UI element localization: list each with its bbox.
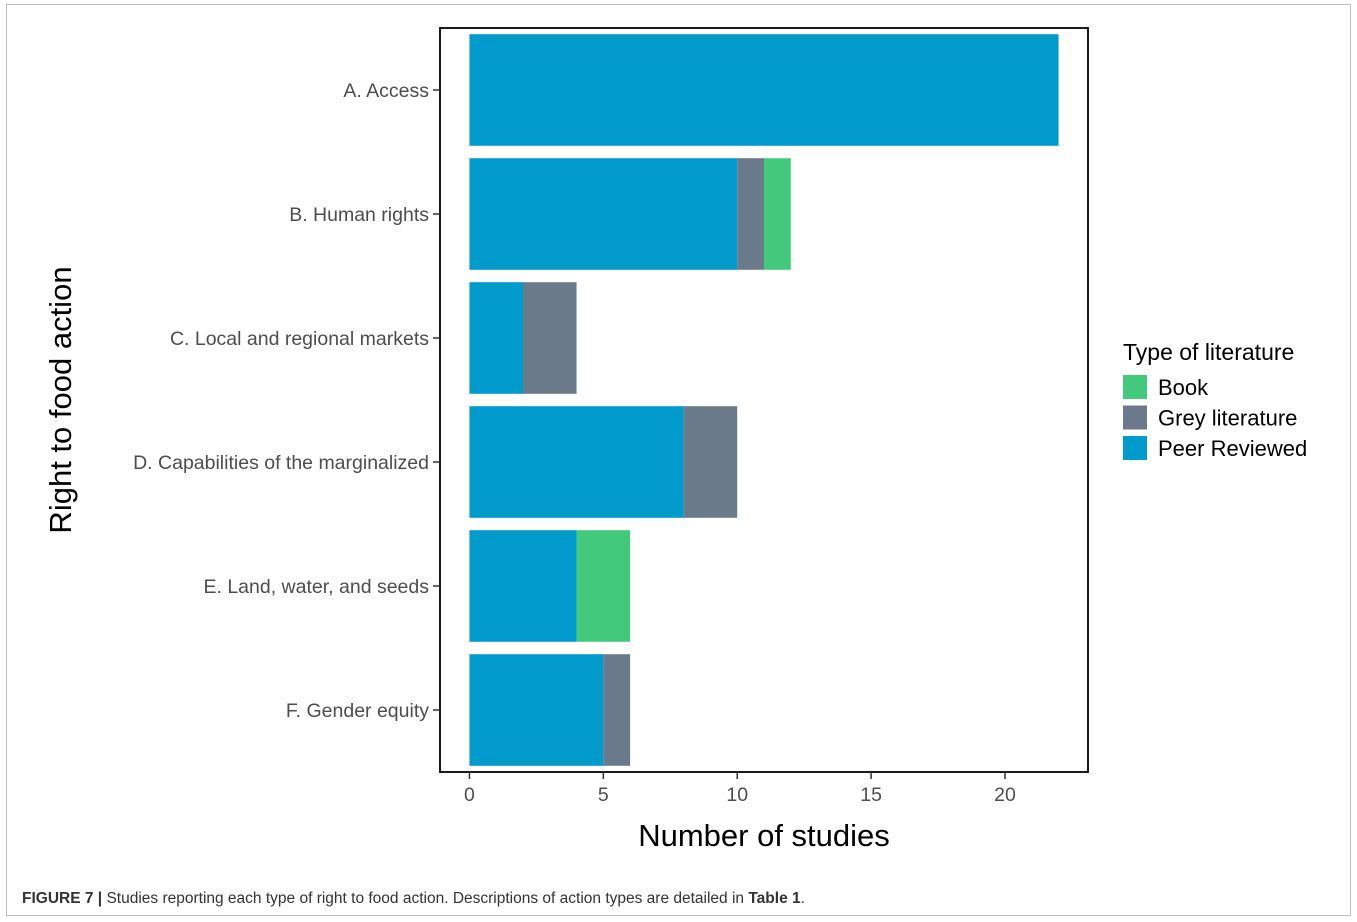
y-tick-label: E. Land, water, and seeds	[204, 576, 430, 598]
legend-label: Peer Reviewed	[1158, 436, 1307, 461]
x-tick-label: 15	[860, 784, 882, 806]
legend-label: Grey literature	[1158, 406, 1297, 431]
bar-segment	[469, 158, 738, 270]
legend-label: Book	[1158, 375, 1209, 400]
bar-segment	[737, 158, 764, 270]
caption-table-ref: Table 1	[748, 890, 801, 907]
figure-frame	[6, 4, 1351, 916]
y-axis: A. Access B. Human rights C. Local and reg…	[133, 80, 440, 722]
bar-segment	[523, 282, 577, 394]
x-tick-label: 20	[994, 784, 1016, 806]
x-tick-label: 0	[464, 784, 475, 806]
plot-border	[439, 27, 1089, 773]
y-tick-label: D. Capabilities of the marginalized	[133, 452, 429, 474]
bar-segment	[469, 530, 577, 642]
caption-end: .	[800, 890, 805, 907]
x-tick-label: 10	[726, 784, 748, 806]
caption-text: Studies reporting each type of right to …	[102, 890, 749, 907]
y-tick-label: F. Gender equity	[286, 700, 429, 722]
bar-segment	[469, 406, 684, 518]
caption-label: FIGURE 7 |	[22, 890, 103, 907]
legend-swatch	[1123, 405, 1147, 430]
x-axis: 0 5 10 15 20	[464, 772, 1016, 806]
bar-segment	[683, 406, 738, 518]
legend: Type of literature Book Grey literature Pe…	[1123, 339, 1307, 461]
x-tick-label: 5	[598, 784, 609, 806]
legend-swatch	[1123, 375, 1147, 399]
bar-segment	[469, 34, 1059, 146]
bar-segment	[764, 158, 791, 270]
legend-swatch	[1123, 436, 1147, 460]
bar-segment	[576, 530, 631, 642]
y-tick-label: A. Access	[343, 80, 429, 102]
stacked-bar-chart: 0 5 10 15 20 A. Access B. Human rights C. Loca…	[43, 27, 1307, 853]
bar-segment	[469, 282, 524, 394]
legend-title: Type of literature	[1123, 339, 1294, 365]
x-axis-title: Number of studies	[638, 818, 890, 853]
bar-segment	[603, 654, 631, 766]
y-tick-label: C. Local and regional markets	[170, 328, 429, 350]
bars-layer	[469, 34, 1059, 766]
y-axis-title: Right to food action	[43, 266, 78, 533]
y-tick-label: B. Human rights	[289, 204, 429, 226]
bar-segment	[469, 654, 604, 766]
figure-caption: FIGURE 7 | Studies reporting each type o…	[22, 890, 805, 908]
